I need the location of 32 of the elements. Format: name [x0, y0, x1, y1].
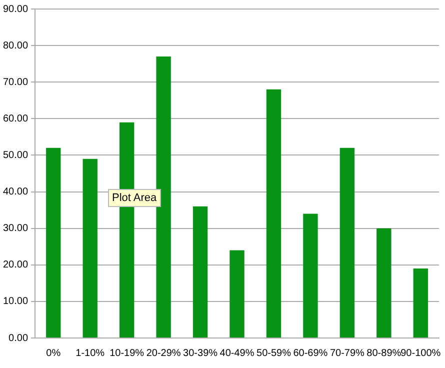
- bar: [413, 268, 428, 338]
- bar: [303, 214, 318, 338]
- y-tick-label: 40.00: [2, 186, 28, 198]
- x-tick-label: 80-89%: [366, 348, 402, 359]
- bar: [230, 250, 244, 338]
- bar: [266, 89, 282, 338]
- y-tick-label: 80.00: [2, 40, 28, 52]
- bar: [376, 228, 392, 338]
- y-tick-label: 20.00: [2, 260, 28, 271]
- y-tick-label: 0.00: [8, 332, 28, 344]
- bar: [192, 206, 208, 338]
- y-tick-label: 60.00: [2, 113, 28, 124]
- y-tick-label: 30.00: [2, 223, 28, 234]
- annotation: Plot Area: [108, 189, 161, 207]
- x-tick-label: 20-29%: [146, 348, 181, 359]
- x-tick-label: 0%: [46, 348, 61, 359]
- x-tick-label: 50-59%: [256, 348, 292, 359]
- x-tick-label: 60-69%: [293, 348, 328, 359]
- x-tick-label: 90-100%: [400, 348, 441, 359]
- bar: [156, 56, 171, 338]
- x-tick-label: 10-19%: [110, 348, 144, 359]
- y-tick-label: 10.00: [2, 296, 28, 308]
- y-tick-label: 50.00: [2, 150, 28, 161]
- bar: [82, 158, 98, 338]
- y-tick-label: 70.00: [2, 76, 28, 88]
- bar: [46, 148, 61, 338]
- x-tick-label: 1-10%: [76, 348, 105, 359]
- bar: [340, 148, 355, 338]
- x-tick-label: 30-39%: [183, 348, 218, 359]
- y-tick-label: 90.00: [2, 4, 28, 15]
- x-tick-label: 40-49%: [220, 348, 254, 359]
- x-tick-label: 70-79%: [330, 348, 365, 359]
